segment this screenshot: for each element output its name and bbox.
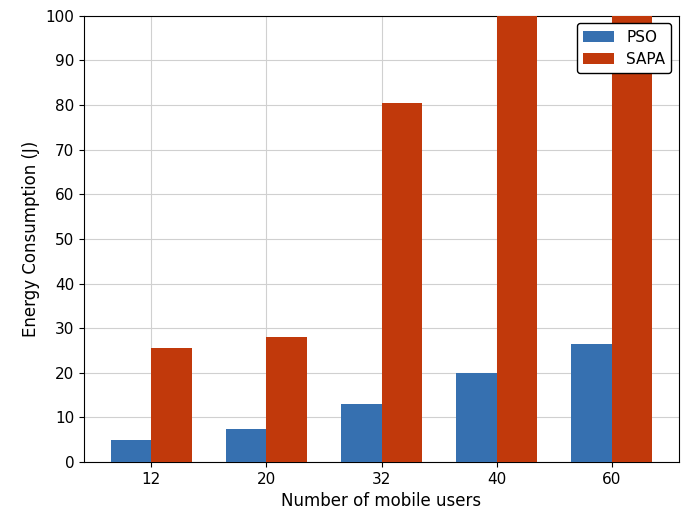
Bar: [267, 337, 307, 462]
Bar: [226, 428, 267, 462]
Bar: [151, 348, 192, 462]
Bar: [382, 103, 422, 462]
Bar: [612, 16, 652, 462]
Bar: [341, 404, 382, 462]
Bar: [456, 373, 496, 462]
Bar: [496, 16, 537, 462]
Bar: [111, 440, 151, 462]
X-axis label: Number of mobile users: Number of mobile users: [281, 492, 482, 510]
Bar: [571, 344, 612, 462]
Y-axis label: Energy Consumption (J): Energy Consumption (J): [22, 141, 40, 337]
Legend: PSO, SAPA: PSO, SAPA: [578, 24, 671, 74]
